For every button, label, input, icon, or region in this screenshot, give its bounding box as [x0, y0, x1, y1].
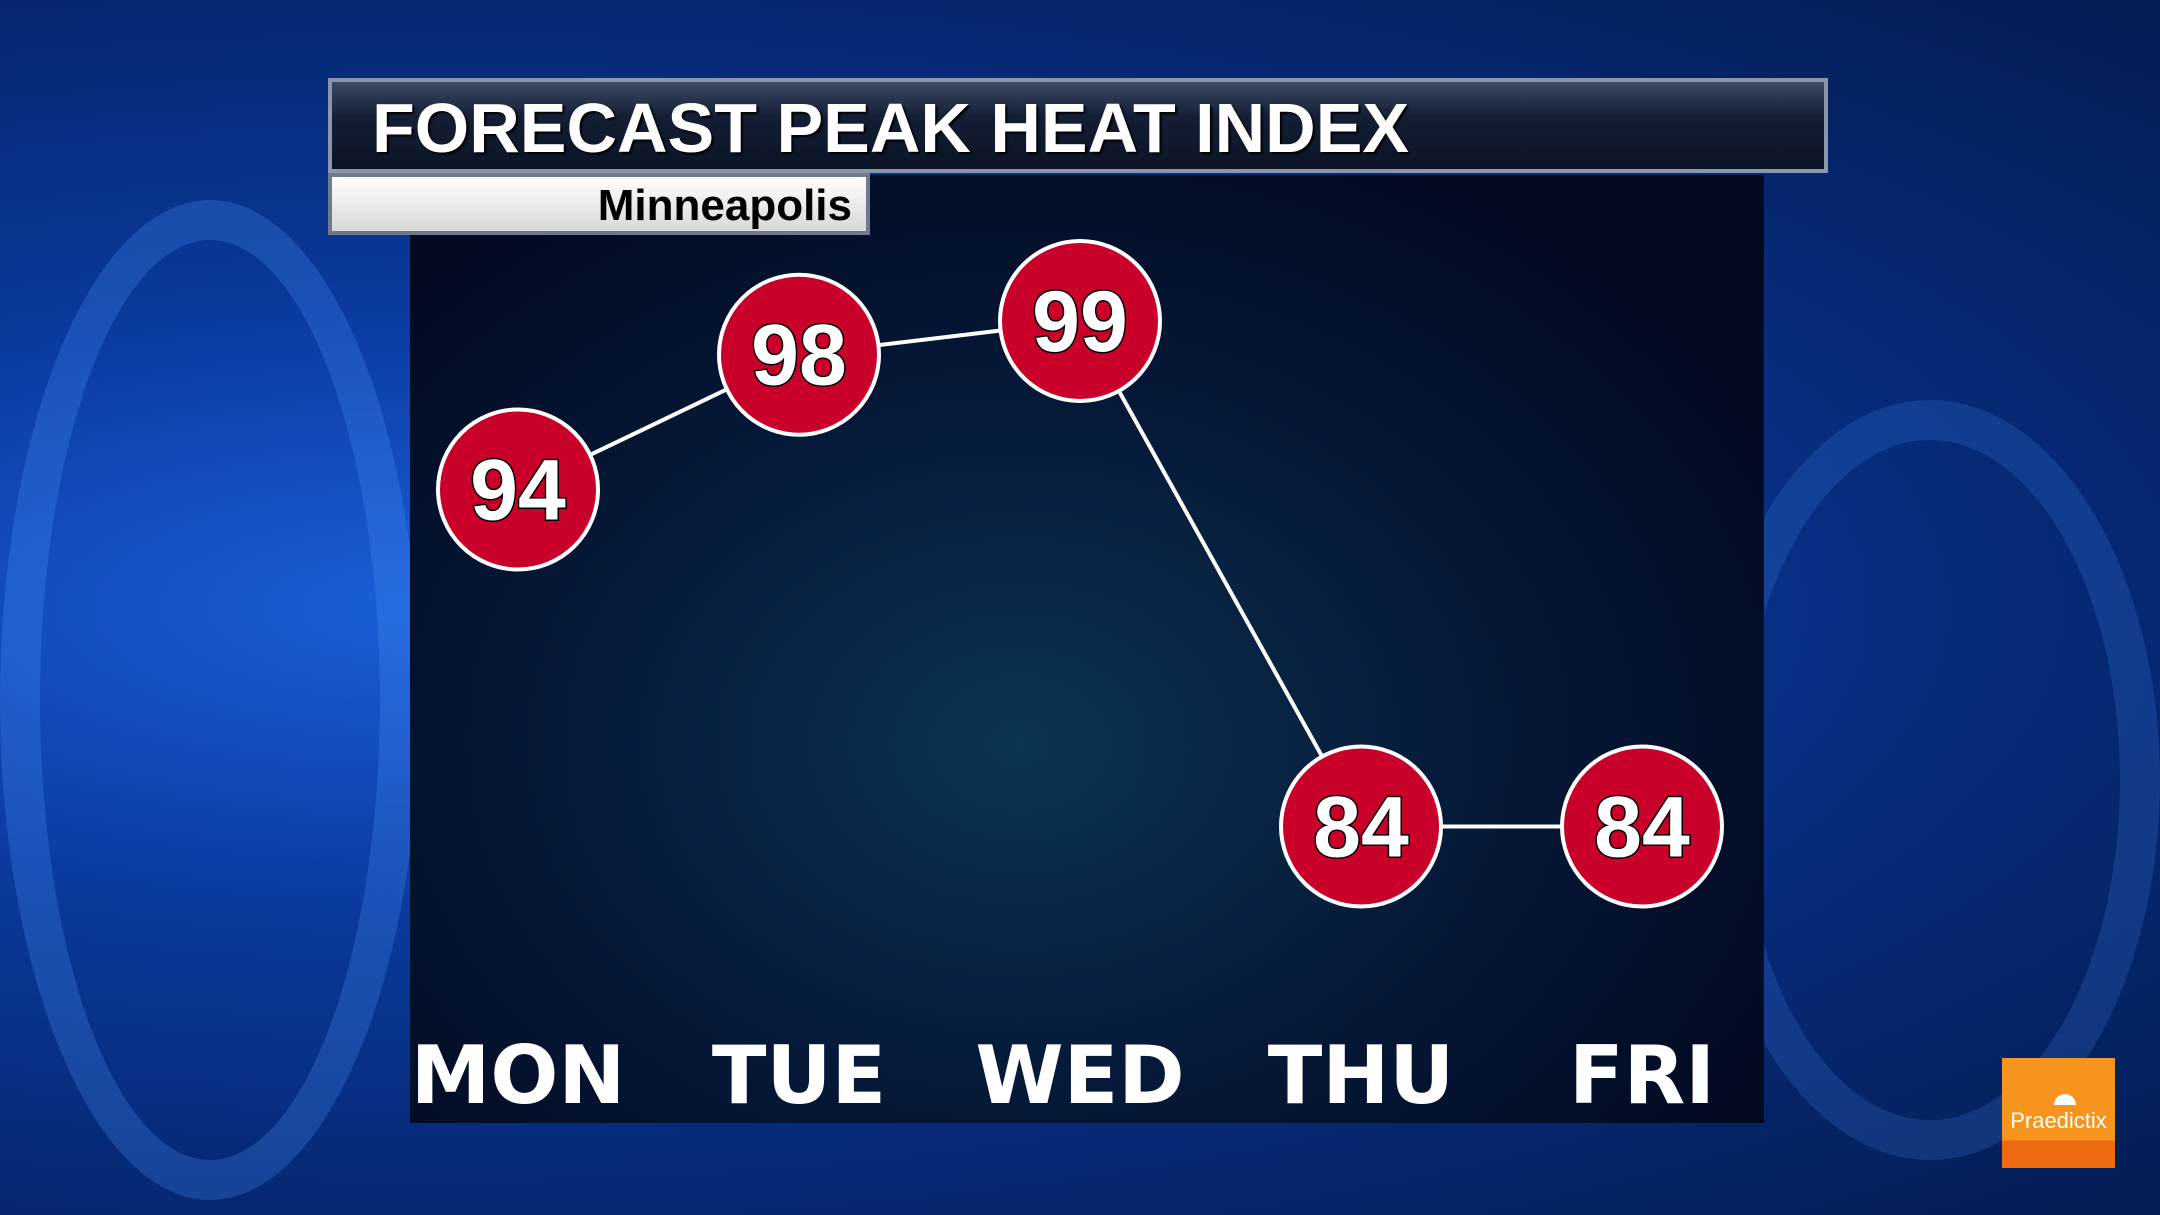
x-tick-label: THU — [1268, 1029, 1454, 1122]
logo-text: Praedictix — [2010, 1108, 2107, 1133]
data-label: 84 — [1313, 780, 1409, 876]
data-point-tue — [717, 272, 881, 437]
praedictix-logo: Praedictix — [2002, 1058, 2115, 1168]
x-tick-label: FRI — [1569, 1029, 1715, 1122]
data-point-fri — [1560, 744, 1724, 909]
page-title: FORECAST PEAK HEAT INDEX — [372, 89, 1410, 167]
x-tick-label: WED — [975, 1029, 1184, 1122]
data-label: 94 — [470, 443, 566, 539]
subtitle-bar: Minneapolis — [328, 173, 870, 235]
x-tick-label: MON — [411, 1029, 626, 1122]
data-label: 84 — [1594, 780, 1690, 876]
title-bar: FORECAST PEAK HEAT INDEX — [328, 78, 1828, 173]
data-point-mon — [436, 407, 600, 572]
data-label: 99 — [1032, 274, 1128, 370]
series-line-segment — [1078, 320, 1363, 828]
data-point-wed — [998, 239, 1162, 403]
x-tick-label: TUE — [712, 1029, 886, 1122]
umbrella-icon — [2054, 1094, 2076, 1105]
data-label: 98 — [751, 308, 847, 404]
location-label: Minneapolis — [597, 181, 852, 230]
data-point-thu — [1279, 744, 1443, 909]
